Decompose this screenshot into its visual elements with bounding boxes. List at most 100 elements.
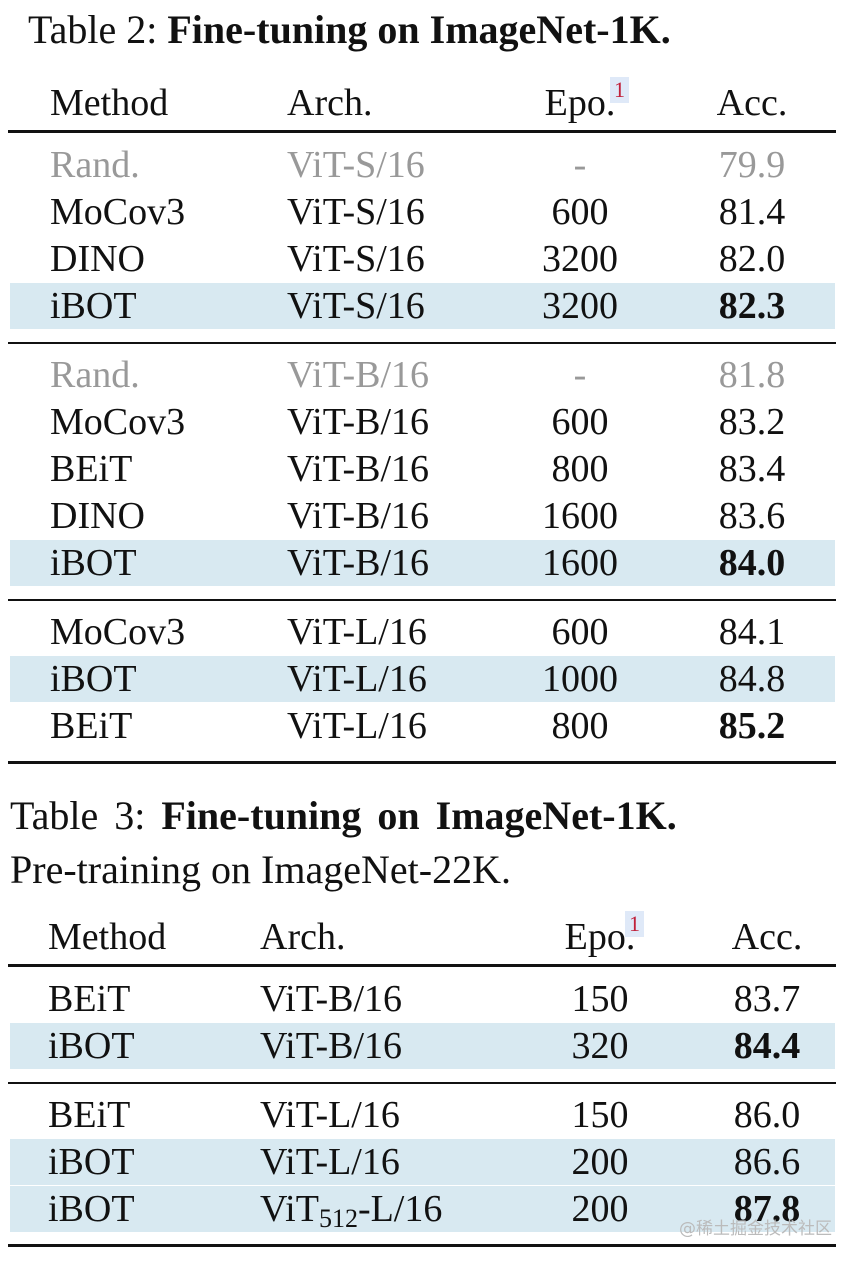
table-cell: MoCov3 [50,191,186,233]
column-header: Epo. [564,916,636,958]
table-cell: ViT-S/16 [287,191,425,233]
table-cell: iBOT [48,1188,135,1230]
table-cell: 600 [551,401,609,443]
highlight-band [10,1139,835,1185]
watermark: @稀土掘金技术社区 [679,1219,832,1239]
table-cell: ViT-B/16 [287,448,429,490]
table-cell: Rand. [50,354,140,396]
column-header: Arch. [287,82,373,124]
table-cell: BEiT [48,978,131,1020]
table-cell: ViT-B/16 [287,401,429,443]
table-cell: 3200 [542,238,618,280]
rule [8,599,836,601]
table-cell: ViT512-L/16 [260,1185,442,1233]
table-cell: ViT-S/16 [287,238,425,280]
rule [8,342,836,344]
table-cell: 150 [571,978,629,1020]
table-cell: 79.9 [718,144,786,186]
table-cell: 85.2 [718,705,786,747]
table-cell: ViT-L/16 [287,658,427,700]
table-cell: iBOT [48,1141,135,1183]
table-cell: ViT-B/16 [260,1025,402,1067]
column-header: Method [50,82,169,124]
table-cell: ViT-L/16 [260,1094,400,1136]
table-cell: 200 [571,1141,629,1183]
caption-title: Fine-tuning on ImageNet-1K. [161,793,677,838]
rule [8,964,836,967]
rule [8,130,836,133]
table-cell: ViT-B/16 [287,542,429,584]
table-cell: 150 [571,1094,629,1136]
table-cell: MoCov3 [50,401,186,443]
highlight-band [10,1186,835,1232]
table-cell: ViT-L/16 [260,1141,400,1183]
column-header: Method [48,916,167,958]
table-cell: ViT-B/16 [287,495,429,537]
table-cell: 81.8 [718,354,786,396]
table-cell: 83.6 [718,495,786,537]
footnote-mark: 1 [610,77,629,103]
table-cell: 82.0 [718,238,786,280]
highlight-band [10,540,835,586]
highlight-band [10,656,835,702]
table-cell: 84.8 [718,658,786,700]
table-cell: 600 [551,611,609,653]
column-header: Acc. [716,82,788,124]
table-cell: DINO [50,495,145,537]
table-cell: 1600 [542,542,618,584]
table-cell: 83.2 [718,401,786,443]
table-cell: 1600 [542,495,618,537]
table-cell: 1000 [542,658,618,700]
column-header: Arch. [260,916,346,958]
table-cell: 600 [551,191,609,233]
table-cell: iBOT [48,1025,135,1067]
caption-title: Fine-tuning on ImageNet-1K. [167,7,671,52]
table-cell: - [573,354,587,396]
caption-subtitle: Pre-training on ImageNet-22K. [10,847,511,892]
table-cell: BEiT [48,1094,131,1136]
table-cell: - [573,144,587,186]
table-cell: 84.0 [718,542,786,584]
table-cell: BEiT [50,705,133,747]
table-cell: ViT-B/16 [260,978,402,1020]
table-cell: 87.8 [733,1188,801,1230]
caption-label: Table 3: [10,793,146,838]
table-cell: ViT-S/16 [287,285,425,327]
table-cell: 83.7 [733,978,801,1020]
table-cell: BEiT [50,448,133,490]
highlight-band [10,1023,835,1069]
arch-subscript: 512 [318,1204,358,1233]
table-cell: 84.1 [718,611,786,653]
table-cell: Rand. [50,144,140,186]
table-cell: ViT-L/16 [287,705,427,747]
table-cell: 86.0 [733,1094,801,1136]
footnote-mark: 1 [625,911,644,937]
rule [8,761,836,764]
table-cell: iBOT [50,542,137,584]
table-cell: 83.4 [718,448,786,490]
table-cell: 84.4 [733,1025,801,1067]
highlight-band [10,283,835,329]
table-cell: 320 [571,1025,629,1067]
rule [8,1082,836,1084]
table-cell: 800 [551,705,609,747]
rule [8,1244,836,1247]
table-caption: Table 2: Fine-tuning on ImageNet-1K. [28,6,671,54]
table-cell: MoCov3 [50,611,186,653]
table-cell: 82.3 [718,285,786,327]
table-cell: iBOT [50,285,137,327]
table-cell: 200 [571,1188,629,1230]
table-cell: iBOT [50,658,137,700]
arch-base: ViT [260,1188,319,1230]
table-caption: Table 3: Fine-tuning on ImageNet-1K. [10,792,677,840]
table-cell: 800 [551,448,609,490]
table-cell: ViT-S/16 [287,144,425,186]
table-cell: 81.4 [718,191,786,233]
table-cell: DINO [50,238,145,280]
arch-rest: -L/16 [357,1188,443,1230]
table-cell: 3200 [542,285,618,327]
table-cell: ViT-L/16 [287,611,427,653]
table-cell: ViT-B/16 [287,354,429,396]
column-header: Epo. [544,82,616,124]
